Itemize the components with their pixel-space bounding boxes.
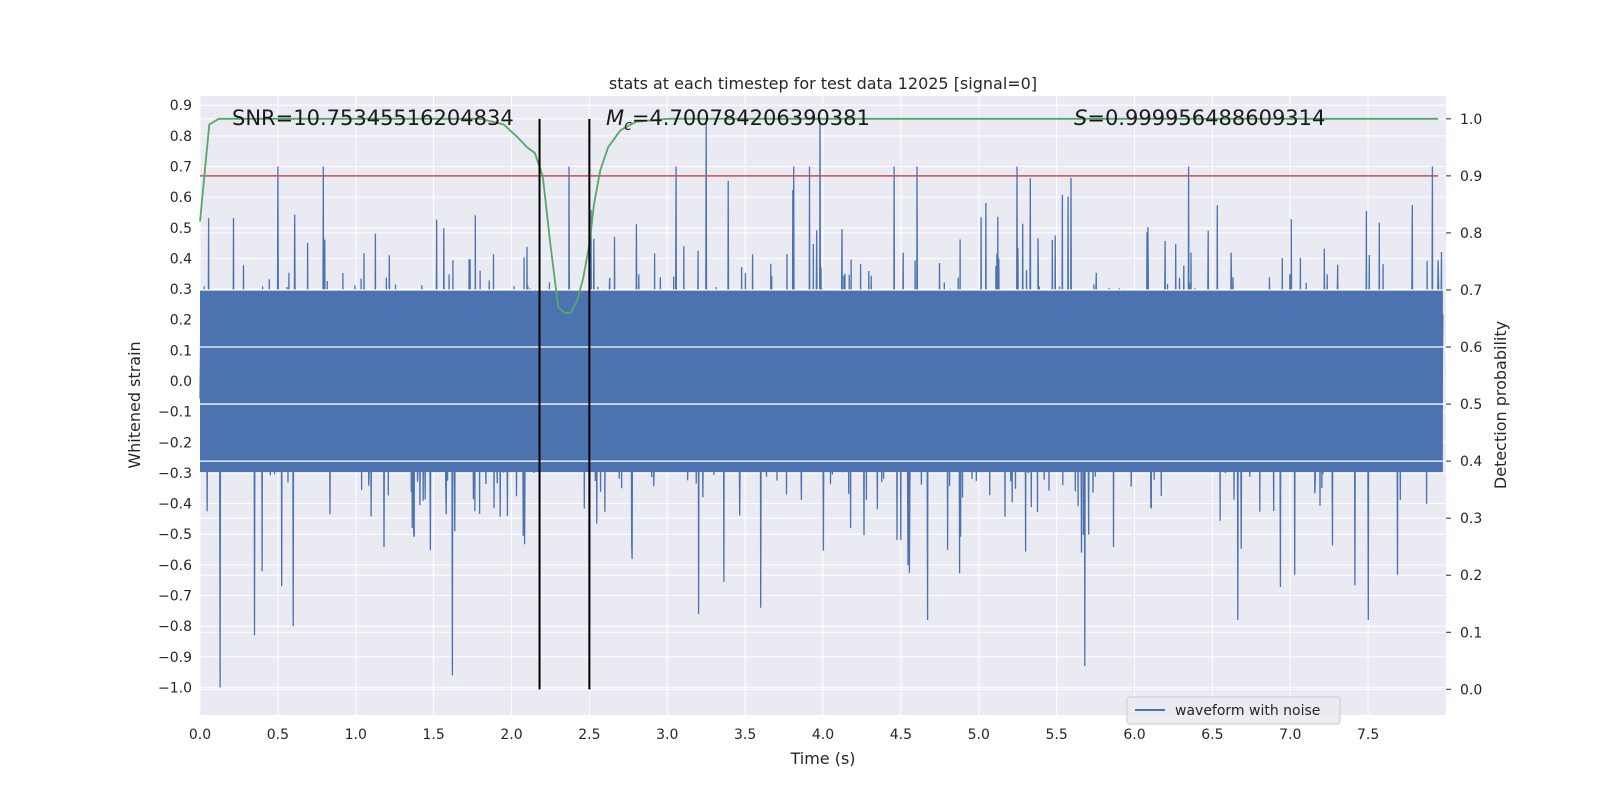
x-tick-label: 1.0 <box>345 727 367 743</box>
y-tick-label: −0.6 <box>158 558 192 574</box>
y-tick-label: 0.6 <box>170 190 192 206</box>
y-tick-label: 0.0 <box>170 374 192 390</box>
y2-tick-label: 0.2 <box>1460 568 1482 584</box>
y2-tick-label: 0.9 <box>1460 169 1482 185</box>
x-tick-label: 2.0 <box>500 727 522 743</box>
legend: waveform with noise <box>1126 696 1341 725</box>
y2-tick-label: 0.5 <box>1460 397 1482 413</box>
waveform-series <box>199 117 1446 688</box>
y2-axis-label: Detection probability <box>1491 321 1510 489</box>
x-tick-label: 4.0 <box>812 727 834 743</box>
y2-tick-label: 0.8 <box>1460 226 1482 242</box>
y-tick-label: 0.9 <box>170 98 192 114</box>
snr-annotation: SNR=10.75345516204834 <box>232 106 514 130</box>
chirp-mass-annotation: Mc=4.700784206390381 <box>606 106 870 134</box>
y2-tick-label: 0.0 <box>1460 682 1482 698</box>
x-tick-label: 0.5 <box>267 727 289 743</box>
y-tick-label: 0.3 <box>170 282 192 298</box>
x-tick-label: 1.5 <box>422 727 444 743</box>
y2-tick-label: 0.3 <box>1460 511 1482 527</box>
y-tick-label: 0.2 <box>170 313 192 329</box>
chart-title: stats at each timestep for test data 120… <box>609 74 1037 93</box>
y-tick-label: 0.1 <box>170 343 192 359</box>
y-tick-label: 0.5 <box>170 221 192 237</box>
y2-tick-label: 0.1 <box>1460 625 1482 641</box>
y2-tick-label: 0.4 <box>1460 454 1482 470</box>
s-symbol: S <box>1074 106 1087 130</box>
y-tick-label: −0.5 <box>158 527 192 543</box>
waveform-dense-core <box>200 289 1443 473</box>
y-tick-label: −0.2 <box>158 435 192 451</box>
y2-tick-label: 0.7 <box>1460 283 1482 299</box>
x-axis-label: Time (s) <box>789 749 855 768</box>
x-tick-label: 7.5 <box>1357 727 1379 743</box>
overlay-series <box>199 117 1439 690</box>
mc-value: =4.700784206390381 <box>632 106 870 130</box>
x-tick-label: 0.0 <box>189 727 211 743</box>
mc-subscript: c <box>624 118 632 134</box>
x-tick-label: 5.5 <box>1045 727 1067 743</box>
y-tick-label: 0.8 <box>170 129 192 145</box>
y-tick-label: −0.3 <box>158 466 192 482</box>
legend-label: waveform with noise <box>1175 703 1320 719</box>
x-tick-label: 3.5 <box>734 727 756 743</box>
legend-box <box>1126 696 1341 725</box>
x-tick-label: 3.0 <box>656 727 678 743</box>
y-tick-label: −0.9 <box>158 650 192 666</box>
detection-probability-line <box>199 117 1439 314</box>
x-tick-label: 2.5 <box>578 727 600 743</box>
significance-annotation: S=0.999956488609314 <box>1074 106 1325 130</box>
x-tick-label: 5.0 <box>968 727 990 743</box>
x-tick-label: 4.5 <box>890 727 912 743</box>
y2-tick-label: 1.0 <box>1460 112 1482 128</box>
y-tick-label: −0.8 <box>158 619 192 635</box>
y-tick-label: −1.0 <box>158 680 192 696</box>
y-tick-label: −0.4 <box>158 497 192 513</box>
y-tick-label: −0.1 <box>158 405 192 421</box>
s-value: =0.999956488609314 <box>1087 106 1325 130</box>
y-tick-label: −0.7 <box>158 588 192 604</box>
x-tick-label: 6.5 <box>1201 727 1223 743</box>
y-tick-label: 0.7 <box>170 159 192 175</box>
x-tick-label: 7.0 <box>1279 727 1301 743</box>
y-axis-label: Whitened strain <box>125 341 144 468</box>
mc-symbol: M <box>606 106 624 130</box>
tick-labels: 0.0 0.5 1.0 1.5 2.0 2.5 3.0 3.5 4.0 4.5 5.0 5.5 6.0 6… <box>158 98 1482 743</box>
x-tick-label: 6.0 <box>1123 727 1145 743</box>
y-tick-label: 0.4 <box>170 251 192 267</box>
y2-tick-label: 0.6 <box>1460 340 1482 356</box>
